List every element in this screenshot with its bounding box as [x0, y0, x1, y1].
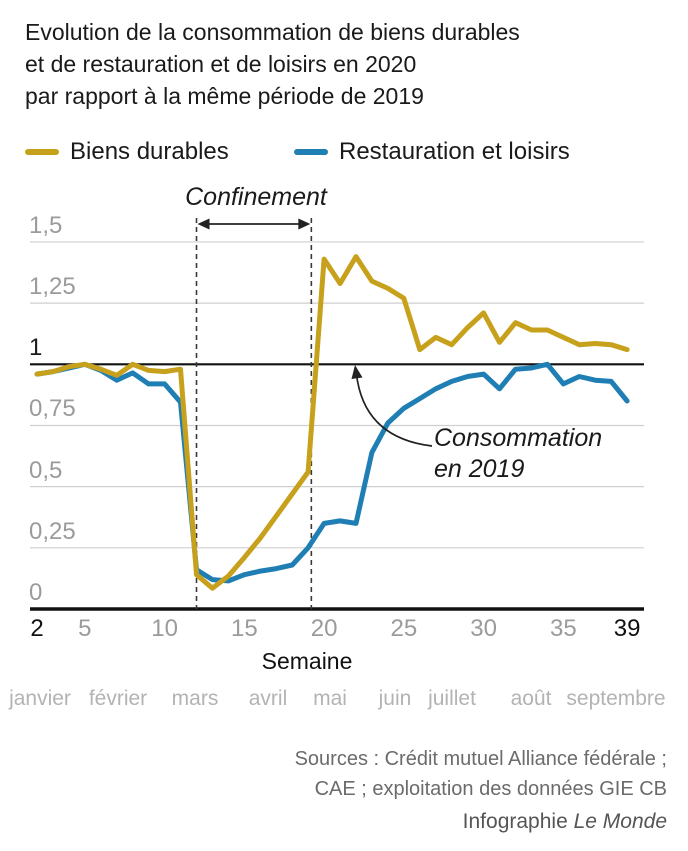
title-line-3: par rapport à la même période de 2019 [25, 83, 424, 109]
series-line-restauration-loisirs [34, 361, 630, 584]
confinement-arrow-left-head [197, 218, 210, 230]
sources-line-1: Sources : Crédit mutuel Alliance fédéral… [294, 748, 667, 770]
credit-note: Infographie Le Monde [463, 810, 667, 834]
legend-item-biens-durables: Biens durables [25, 138, 229, 165]
legend-swatch-biens-durables [25, 149, 59, 155]
confinement-arrow-right-head [298, 218, 311, 230]
credit-brand: Le Monde [573, 810, 667, 833]
annotation-arrow-head [351, 365, 363, 379]
credit-prefix: Infographie [462, 810, 574, 833]
annotation-arrow [356, 377, 433, 447]
legend-label-biens-durables: Biens durables [70, 138, 229, 165]
legend-swatch-restauration-loisirs [294, 149, 328, 155]
sources-note: Sources : Crédit mutuel Alliance fédéral… [295, 744, 667, 804]
title-line-1: Evolution de la consommation de biens du… [25, 19, 520, 45]
title-line-2: et de restauration et de loisirs en 2020 [25, 51, 417, 77]
series-line-biens-durables [34, 254, 630, 591]
sources-line-2: CAE ; exploitation des données GIE CB [314, 778, 667, 800]
legend-label-restauration-loisirs: Restauration et loisirs [339, 138, 570, 165]
chart-title: Evolution de la consommation de biens du… [25, 16, 520, 112]
legend-item-restauration-loisirs: Restauration et loisirs [294, 138, 570, 165]
